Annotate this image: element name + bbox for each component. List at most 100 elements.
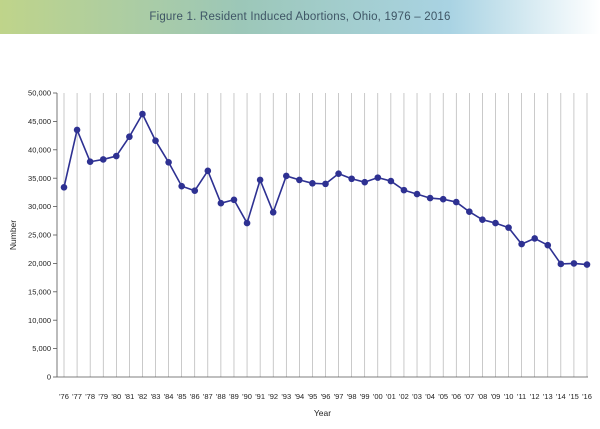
data-point xyxy=(165,158,172,166)
x-tick-labels: '76'77'78'79'80'81'82'83'84'85'86'87'88 '… xyxy=(59,392,592,401)
x-tick-label: '05 xyxy=(438,392,448,401)
x-tick-label: '13 xyxy=(543,392,553,401)
x-tick-label: '06 xyxy=(451,392,461,401)
data-point xyxy=(309,180,316,187)
data-point xyxy=(518,240,525,248)
chart-title: Figure 1. Resident Induced Abortions, Oh… xyxy=(149,11,451,23)
x-tick-label: '12 xyxy=(530,392,540,401)
data-point xyxy=(73,126,81,134)
data-point xyxy=(204,167,212,175)
x-tick-label: '85 xyxy=(177,392,187,401)
y-tick-label: 30,000 xyxy=(28,202,51,211)
y-tick-label: 15,000 xyxy=(28,287,51,296)
x-tick-label: '95 xyxy=(308,392,318,401)
data-point xyxy=(348,175,355,183)
x-tick-label: '76 xyxy=(59,392,69,401)
x-tick-label: '86 xyxy=(190,392,200,401)
x-tick-label: '77 xyxy=(72,392,82,401)
data-point xyxy=(492,219,499,227)
x-tick-label: '82 xyxy=(138,392,148,401)
data-points xyxy=(60,110,591,268)
data-point xyxy=(217,199,225,207)
data-point xyxy=(60,183,68,191)
y-tick-label: 45,000 xyxy=(28,117,51,126)
data-point xyxy=(256,176,264,184)
y-tick-label: 20,000 xyxy=(28,259,51,268)
x-tick-label: '07 xyxy=(464,392,474,401)
data-point xyxy=(335,170,342,177)
x-tick-label: '94 xyxy=(294,392,304,401)
data-point xyxy=(544,241,552,249)
data-point xyxy=(557,260,565,268)
x-tick-label: '08 xyxy=(478,392,488,401)
x-tick-label: '03 xyxy=(412,392,422,401)
data-point xyxy=(400,186,408,194)
x-tick-label: '09 xyxy=(491,392,501,401)
y-tick-label: 50,000 xyxy=(28,89,51,98)
y-tick-label: 5,000 xyxy=(32,344,51,353)
x-axis-title: Year xyxy=(314,408,331,418)
x-tick-label: '99 xyxy=(360,392,370,401)
x-tick-label: '11 xyxy=(517,392,526,401)
data-point xyxy=(269,208,277,216)
data-point xyxy=(505,224,512,231)
data-point xyxy=(191,187,199,194)
data-point xyxy=(322,180,329,188)
data-point xyxy=(152,137,159,145)
x-tick-label: '14 xyxy=(556,392,566,401)
x-tick-label: '83 xyxy=(151,392,161,401)
data-point xyxy=(361,178,369,186)
x-tick-label: '01 xyxy=(386,392,396,401)
x-tick-label: '10 xyxy=(504,392,514,401)
x-tick-label: '00 xyxy=(373,392,383,401)
x-tick-label: '04 xyxy=(425,392,435,401)
data-point xyxy=(230,196,238,204)
data-point xyxy=(374,174,382,181)
y-tick-labels: 0 5,000 10,000 15,000 20,000 25,000 30,000 35,0… xyxy=(28,89,51,382)
x-tick-label: '15 xyxy=(569,392,579,401)
data-point xyxy=(439,195,447,203)
x-tick-label: '93 xyxy=(281,392,291,401)
x-tick-label: '91 xyxy=(255,392,265,401)
data-point xyxy=(479,216,486,223)
x-tick-label: '78 xyxy=(85,392,95,401)
data-point xyxy=(452,198,460,206)
data-point xyxy=(466,208,473,216)
data-point xyxy=(426,194,434,202)
data-point xyxy=(387,177,395,185)
data-point xyxy=(296,176,303,184)
x-tick-label: '87 xyxy=(203,392,213,401)
y-axis-title: Number xyxy=(8,220,18,250)
x-tick-label: '98 xyxy=(347,392,357,401)
y-tick-label: 35,000 xyxy=(28,174,51,183)
data-point xyxy=(413,190,421,198)
data-point xyxy=(282,172,290,180)
y-tick-label: 40,000 xyxy=(28,145,51,154)
data-point xyxy=(583,261,591,268)
axes xyxy=(53,92,588,378)
data-point xyxy=(99,156,107,163)
x-tick-label: '96 xyxy=(321,392,331,401)
data-point xyxy=(86,158,94,166)
x-tick-label: '81 xyxy=(124,392,134,401)
x-tick-label: '90 xyxy=(242,392,252,401)
data-point xyxy=(139,110,146,118)
x-tick-label: '16 xyxy=(582,392,592,401)
y-tick-label: 0 xyxy=(47,373,51,382)
data-point xyxy=(570,260,578,267)
y-tick-label: 25,000 xyxy=(28,231,51,240)
x-tick-label: '80 xyxy=(111,392,121,401)
data-point xyxy=(531,235,538,242)
x-tick-label: '02 xyxy=(399,392,409,401)
data-point xyxy=(243,219,251,227)
data-point xyxy=(178,182,185,190)
data-point xyxy=(126,133,133,141)
x-tick-label: '79 xyxy=(98,392,108,401)
data-point xyxy=(113,152,120,160)
y-tick-label: 10,000 xyxy=(28,316,51,325)
gridlines xyxy=(63,93,588,377)
title-banner xyxy=(0,0,600,34)
x-tick-label: '88 xyxy=(216,392,226,401)
x-tick-label: '92 xyxy=(268,392,278,401)
